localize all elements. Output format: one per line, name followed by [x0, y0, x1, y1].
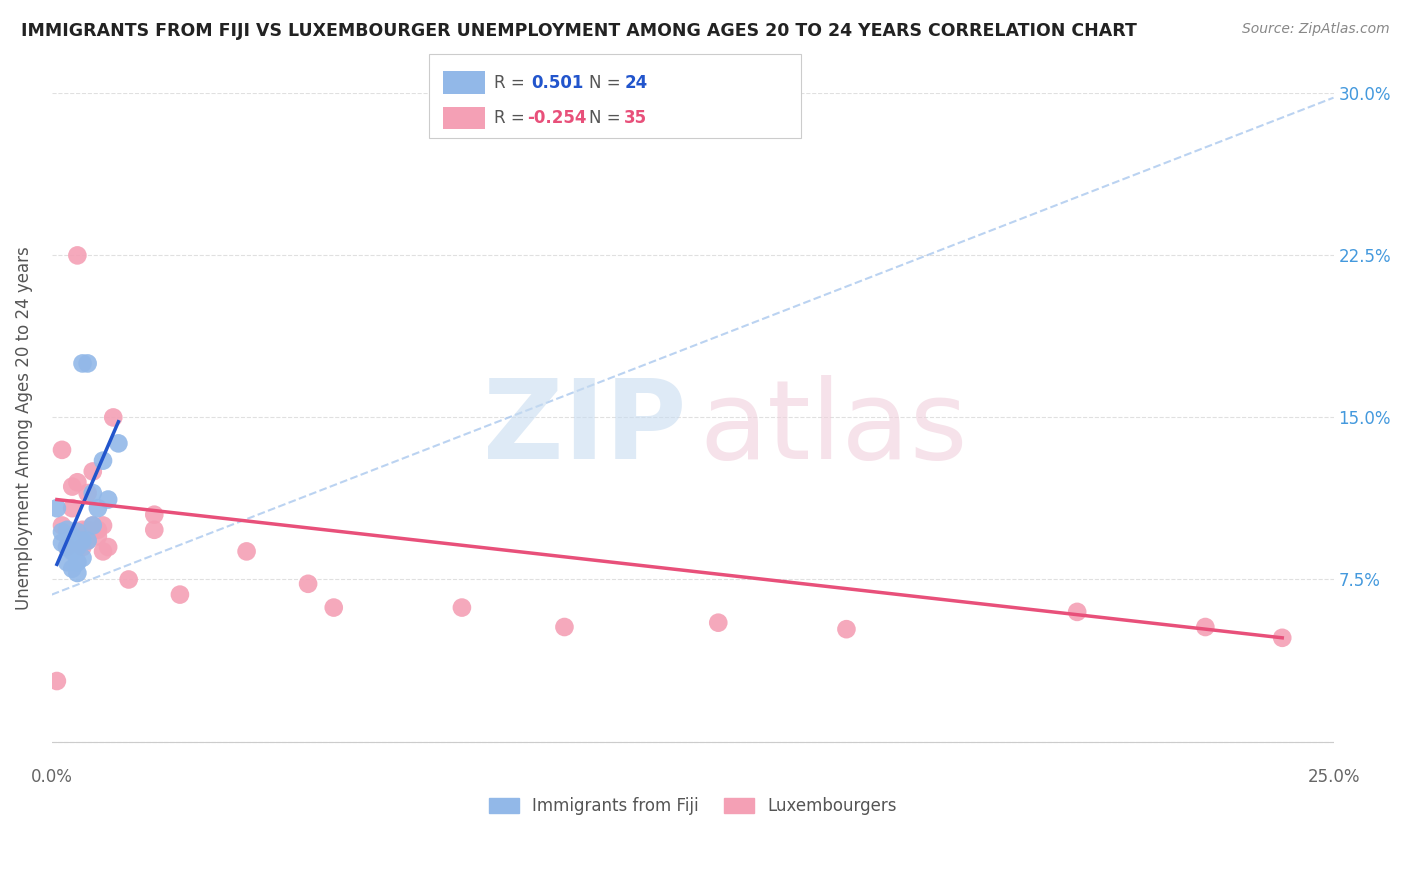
- Point: [66, 248, 89, 262]
- Text: -0.254: -0.254: [527, 109, 586, 128]
- Point: [60, 529, 83, 543]
- Point: [56, 540, 79, 554]
- Point: [66, 555, 89, 569]
- Point: [143, 523, 166, 537]
- Text: 35: 35: [624, 109, 647, 128]
- Text: ZIP: ZIP: [482, 375, 686, 482]
- Point: [82, 518, 104, 533]
- Text: R =: R =: [494, 73, 530, 92]
- Point: [82, 486, 104, 500]
- Point: [143, 508, 166, 522]
- Text: 0.501: 0.501: [531, 73, 583, 92]
- Point: [97, 540, 120, 554]
- Point: [707, 615, 730, 630]
- Text: R =: R =: [494, 109, 530, 128]
- Point: [51, 518, 73, 533]
- Text: 24: 24: [624, 73, 648, 92]
- Point: [60, 544, 83, 558]
- Point: [235, 544, 257, 558]
- Point: [56, 540, 79, 554]
- Point: [835, 622, 858, 636]
- Point: [91, 544, 114, 558]
- Point: [66, 540, 89, 554]
- Point: [45, 501, 67, 516]
- Point: [72, 523, 94, 537]
- Point: [76, 533, 98, 548]
- Point: [1194, 620, 1216, 634]
- Text: IMMIGRANTS FROM FIJI VS LUXEMBOURGER UNEMPLOYMENT AMONG AGES 20 TO 24 YEARS CORR: IMMIGRANTS FROM FIJI VS LUXEMBOURGER UNE…: [21, 22, 1137, 40]
- Point: [72, 540, 94, 554]
- Point: [51, 442, 73, 457]
- Point: [1271, 631, 1294, 645]
- Point: [107, 436, 129, 450]
- Text: Source: ZipAtlas.com: Source: ZipAtlas.com: [1241, 22, 1389, 37]
- Point: [76, 523, 98, 537]
- Point: [66, 475, 89, 490]
- Legend: Immigrants from Fiji, Luxembourgers: Immigrants from Fiji, Luxembourgers: [482, 790, 903, 822]
- Point: [76, 486, 98, 500]
- Point: [103, 410, 125, 425]
- Point: [91, 453, 114, 467]
- Point: [60, 562, 83, 576]
- Point: [97, 492, 120, 507]
- Text: N =: N =: [589, 109, 626, 128]
- Point: [66, 524, 89, 539]
- Point: [76, 533, 98, 548]
- Text: atlas: atlas: [699, 375, 967, 482]
- Point: [553, 620, 575, 634]
- Point: [60, 479, 83, 493]
- Point: [169, 588, 191, 602]
- Text: N =: N =: [589, 73, 626, 92]
- Point: [72, 550, 94, 565]
- Point: [118, 573, 141, 587]
- Point: [60, 501, 83, 516]
- Point: [45, 673, 67, 688]
- Point: [56, 555, 79, 569]
- Point: [51, 524, 73, 539]
- Point: [72, 533, 94, 548]
- Point: [322, 600, 344, 615]
- Point: [91, 518, 114, 533]
- Point: [87, 501, 110, 516]
- Point: [76, 356, 98, 370]
- Point: [297, 576, 319, 591]
- Point: [87, 523, 110, 537]
- Point: [451, 600, 474, 615]
- Point: [82, 518, 104, 533]
- Point: [1066, 605, 1088, 619]
- Point: [51, 535, 73, 549]
- Y-axis label: Unemployment Among Ages 20 to 24 years: Unemployment Among Ages 20 to 24 years: [15, 246, 32, 610]
- Point: [72, 356, 94, 370]
- Point: [56, 523, 79, 537]
- Point: [87, 529, 110, 543]
- Point: [82, 465, 104, 479]
- Point: [66, 566, 89, 580]
